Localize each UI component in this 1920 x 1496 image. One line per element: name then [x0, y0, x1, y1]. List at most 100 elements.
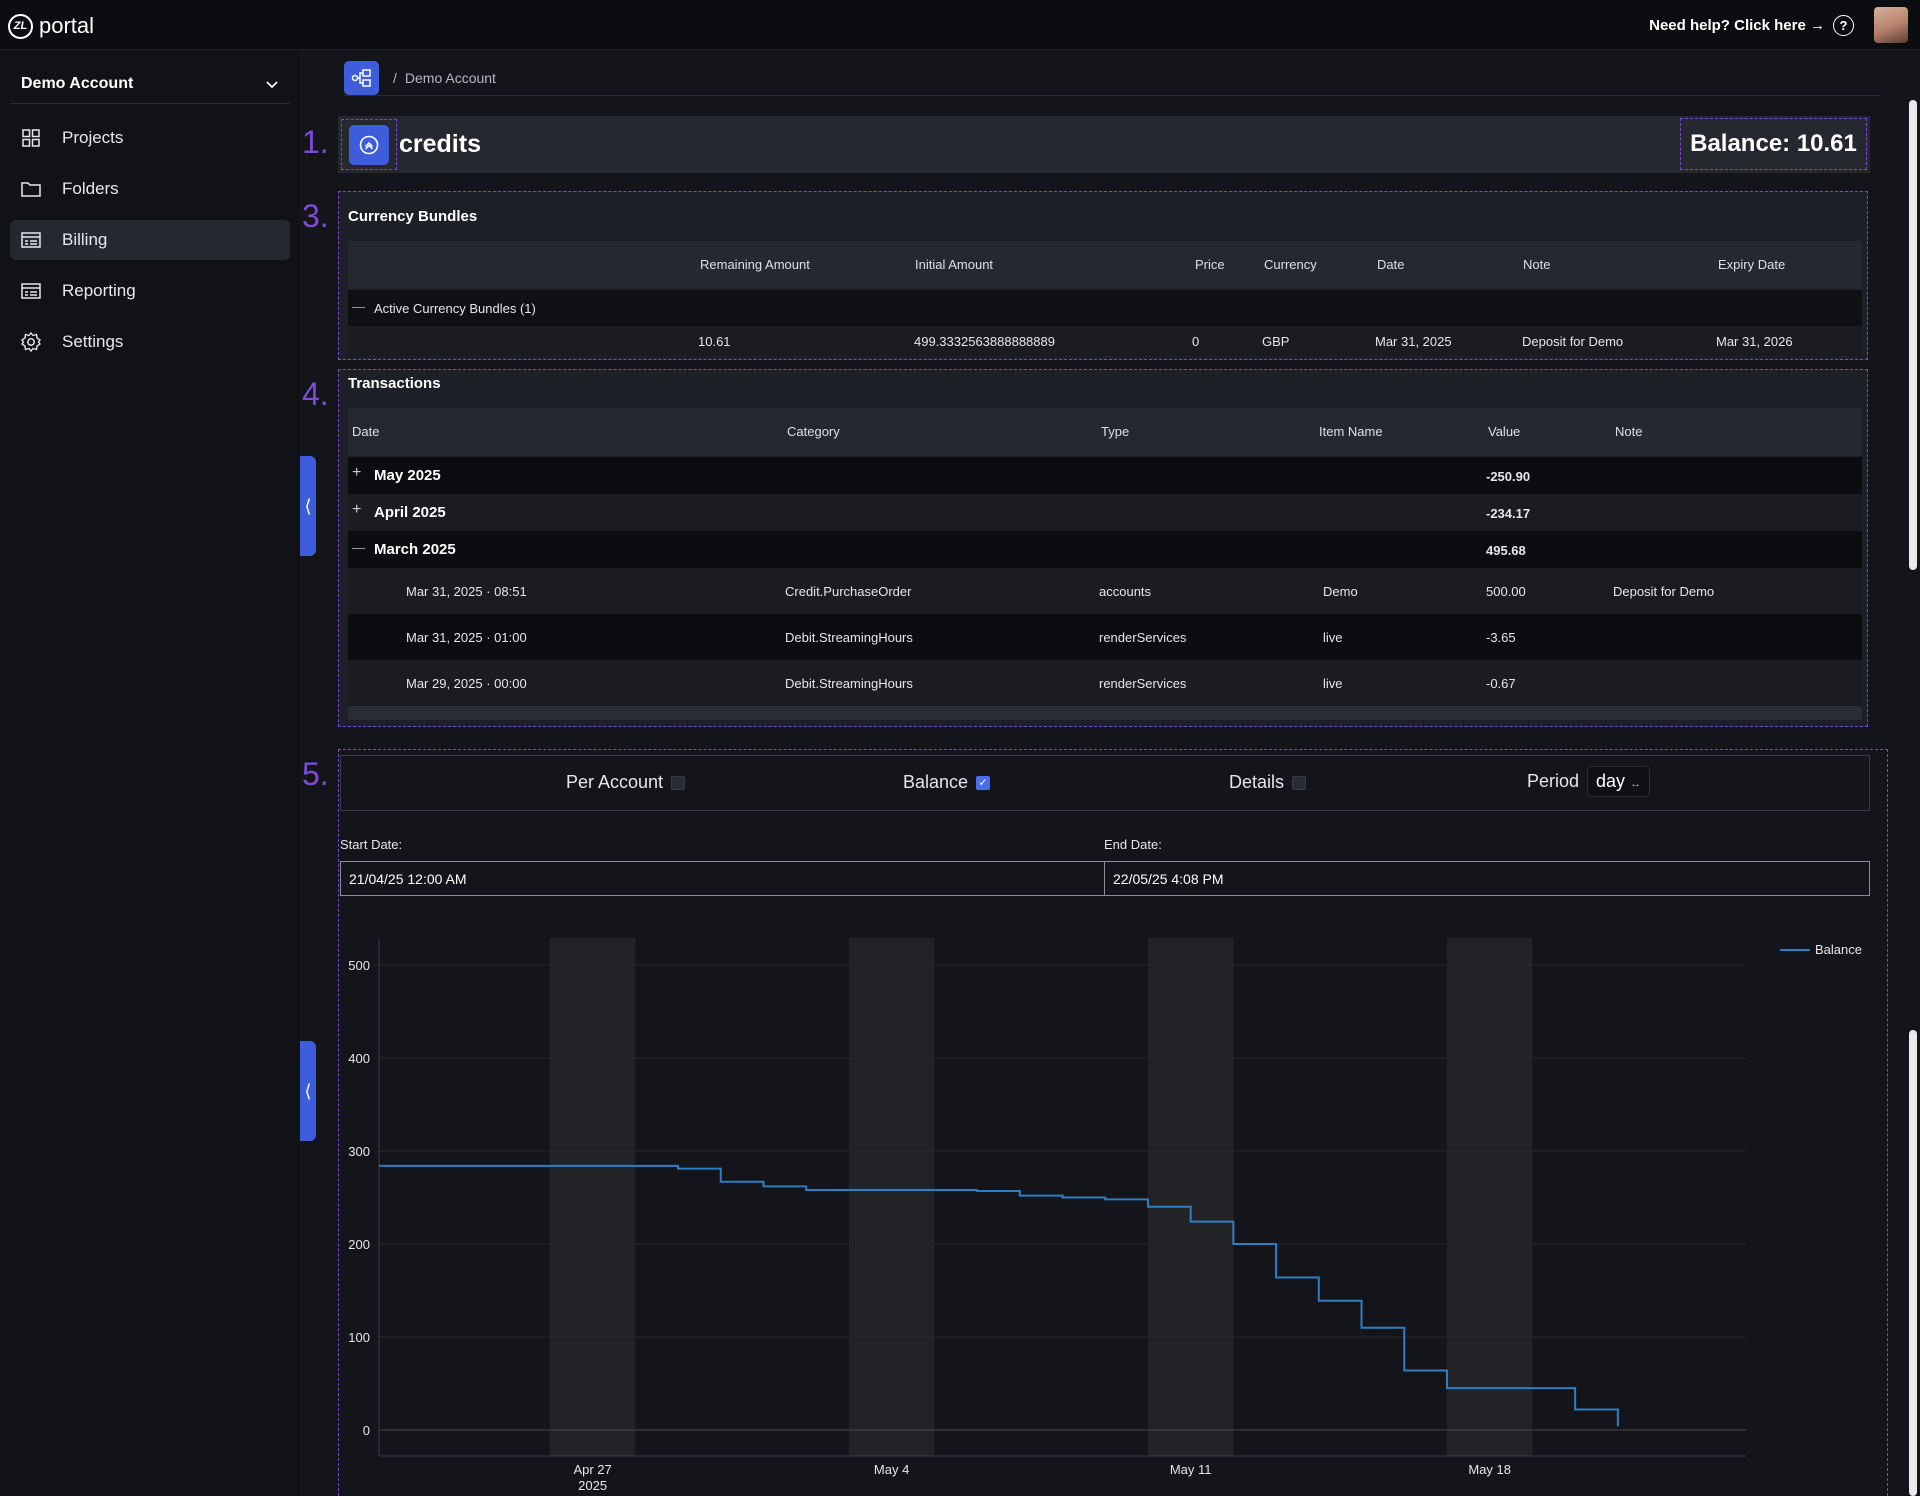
details-checkbox[interactable]	[1292, 775, 1307, 790]
column-header[interactable]: Type	[1101, 424, 1130, 439]
table-row[interactable]: Mar 31, 2025 · 08:51 Credit.PurchaseOrde…	[348, 568, 1862, 614]
per-account-toggle[interactable]: Per Account	[566, 772, 686, 793]
x-tick-label: 2025	[578, 1478, 607, 1493]
expand-icon[interactable]: +	[352, 464, 362, 481]
account-selector[interactable]: Demo Account	[10, 64, 290, 104]
y-tick-label: 0	[363, 1423, 370, 1438]
start-date-input[interactable]: 21/04/25 12:00 AM	[340, 861, 1105, 896]
table-row[interactable]: Mar 29, 2025 · 00:00 Debit.StreamingHour…	[348, 660, 1862, 706]
side-panel-toggle[interactable]: ⟨	[300, 1041, 316, 1141]
transaction-date: Mar 29, 2025 · 00:00	[406, 676, 527, 691]
x-tick-label: Apr 27	[573, 1462, 611, 1477]
transaction-item-name: Demo	[1323, 584, 1358, 599]
transaction-value: 500.00	[1486, 584, 1526, 599]
sidebar-item-reporting[interactable]: Reporting	[10, 271, 290, 311]
per-account-label: Per Account	[566, 772, 664, 792]
bundles-group-row[interactable]: — Active Currency Bundles (1)	[348, 290, 1862, 326]
sidebar-item-folders[interactable]: Folders	[10, 169, 290, 209]
currency-bundles-title: Currency Bundles	[348, 208, 478, 225]
group-label: May 2025	[374, 467, 441, 484]
column-header[interactable]: Expiry Date	[1718, 257, 1786, 272]
period-select[interactable]: day ↔	[1587, 766, 1651, 797]
balance-toggle[interactable]: Balance ✓	[903, 772, 991, 793]
collapse-icon[interactable]: —	[352, 540, 365, 555]
horizontal-scrollbar[interactable]	[348, 706, 1862, 720]
breadcrumb-current[interactable]: Demo Account	[404, 70, 496, 86]
breadcrumb: / Demo Account	[344, 61, 496, 95]
folder-icon	[20, 178, 42, 200]
transaction-type: accounts	[1099, 584, 1152, 599]
end-date-input[interactable]: 22/05/25 4:08 PM	[1104, 861, 1870, 896]
period-label: Period	[1527, 771, 1580, 791]
column-header[interactable]: Note	[1523, 257, 1551, 272]
transactions-title: Transactions	[348, 375, 441, 392]
details-toggle[interactable]: Details	[1229, 772, 1307, 793]
y-tick-label: 400	[348, 1051, 370, 1066]
vertical-scrollbar-thumb[interactable]	[1909, 100, 1917, 570]
column-header[interactable]: Item Name	[1319, 424, 1383, 439]
table-row[interactable]: 10.61 499.3332563888888889 0 GBP Mar 31,…	[348, 326, 1862, 356]
column-header[interactable]: Currency	[1264, 257, 1317, 272]
column-header[interactable]: Remaining Amount	[700, 257, 810, 272]
column-header[interactable]: Date	[1377, 257, 1405, 272]
column-header[interactable]: Initial Amount	[915, 257, 994, 272]
month-group-row[interactable]: + May 2025 -250.90	[348, 457, 1862, 494]
period-value: day	[1596, 771, 1626, 791]
workflow-icon[interactable]	[344, 61, 379, 95]
month-group-row[interactable]: — March 2025 495.68	[348, 531, 1862, 568]
currency: GBP	[1262, 334, 1290, 349]
weekend-band	[1446, 938, 1533, 1456]
column-header[interactable]: Note	[1615, 424, 1643, 439]
section-marker-1: 1.	[302, 124, 329, 160]
price: 0	[1192, 334, 1200, 349]
portal-logo[interactable]: ZL portal	[8, 13, 94, 39]
side-panel-toggle[interactable]: ⟨	[300, 456, 316, 556]
help-link[interactable]: Need help? Click here → ?	[1649, 15, 1854, 36]
balance-label: Balance	[903, 772, 969, 792]
billing-icon	[20, 229, 42, 251]
y-tick-label: 100	[348, 1330, 370, 1345]
column-header[interactable]: Price	[1195, 257, 1225, 272]
balance-display: Balance: 10.61	[1680, 118, 1867, 170]
x-tick-label: May 18	[1468, 1462, 1511, 1477]
y-tick-label: 200	[348, 1237, 370, 1252]
collapse-icon[interactable]: —	[352, 299, 365, 314]
group-label: March 2025	[374, 541, 456, 558]
top-bar: ZL portal Need help? Click here → ?	[0, 0, 1920, 50]
expand-icon[interactable]: +	[352, 501, 362, 518]
section-marker-5: 5.	[302, 756, 329, 792]
y-tick-label: 500	[348, 958, 370, 973]
per-account-checkbox[interactable]	[671, 775, 686, 790]
group-label: April 2025	[374, 504, 446, 521]
column-header[interactable]: Date	[352, 424, 380, 439]
sidebar-item-projects[interactable]: Projects	[10, 118, 290, 158]
transactions-table-header: Date Category Type Item Name Value Note	[348, 408, 1862, 456]
remaining-amount: 10.61	[698, 334, 731, 349]
weekend-band	[1147, 938, 1234, 1456]
initial-amount: 499.3332563888888889	[914, 334, 1055, 349]
sidebar: Demo Account Projects Folders Billing Re…	[0, 50, 300, 1496]
sidebar-item-label: Projects	[62, 128, 124, 147]
balance-checkbox[interactable]: ✓	[976, 775, 991, 790]
group-value: -250.90	[1486, 469, 1531, 484]
group-value: 495.68	[1486, 543, 1526, 558]
grid-icon	[20, 127, 42, 149]
account-name: Demo Account	[21, 74, 134, 92]
transaction-note: Deposit for Demo	[1613, 584, 1715, 599]
logo-text: portal	[39, 13, 95, 38]
vertical-scrollbar-thumb[interactable]	[1909, 1030, 1917, 1496]
column-header[interactable]: Value	[1488, 424, 1521, 439]
section-marker-4: 4.	[302, 376, 329, 412]
sidebar-item-settings[interactable]: Settings	[10, 322, 290, 362]
column-header[interactable]: Category	[787, 424, 840, 439]
month-group-row[interactable]: + April 2025 -234.17	[348, 494, 1862, 531]
sidebar-item-billing[interactable]: Billing	[10, 220, 290, 260]
bundles-table-header: Remaining Amount Initial Amount Price Cu…	[348, 241, 1862, 289]
sidebar-item-label: Settings	[62, 332, 124, 351]
user-avatar[interactable]	[1874, 7, 1908, 43]
transaction-item-name: live	[1323, 630, 1343, 645]
table-row[interactable]: Mar 31, 2025 · 01:00 Debit.StreamingHour…	[348, 614, 1862, 660]
legend-label: Balance	[1815, 942, 1862, 957]
credits-icon-frame	[341, 119, 397, 170]
